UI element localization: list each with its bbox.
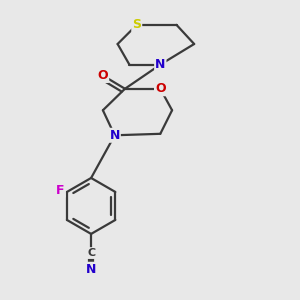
Text: O: O	[98, 69, 108, 82]
Text: F: F	[56, 184, 65, 197]
Text: S: S	[132, 18, 141, 32]
Text: N: N	[86, 263, 96, 276]
Text: N: N	[110, 129, 120, 142]
Text: C: C	[87, 248, 95, 258]
Text: N: N	[155, 58, 166, 71]
Text: O: O	[155, 82, 166, 95]
